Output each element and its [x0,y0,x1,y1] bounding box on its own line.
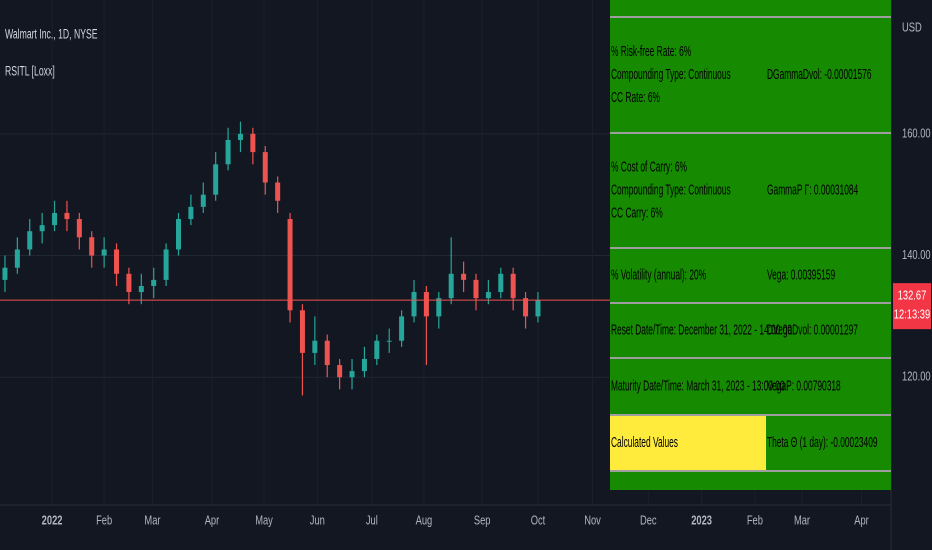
candle-body [163,249,169,280]
price-label-box [893,283,931,330]
x-tick-label: Sep [474,514,491,528]
candle-body [2,267,8,280]
symbol: Walmart Inc., 1D, NYSE [5,27,98,43]
table-cell: Maturity Date/Time: March 31, 2023 - 13:… [611,377,785,394]
x-tick-label: Aug [416,514,433,528]
candle-body [101,249,107,256]
candle-body [448,273,454,299]
candle-body [213,164,219,195]
candle-body [39,225,45,232]
candle-body [89,237,95,256]
x-tick-label: Jun [310,514,325,528]
table-cell: GammaP Γ: 0.00031084 [767,181,858,198]
candle-body [374,340,380,359]
table-cell: CC Rate: 6% [611,88,660,105]
table-cell: % Risk-free Rate: 6% [611,42,691,59]
x-tick-label: 2023 [691,514,712,528]
y-tick-label: 120.00 [902,370,931,384]
candle-body [52,212,58,226]
candle-body [76,219,82,238]
candle-body [411,292,417,317]
y-tick-label: 140.00 [902,249,931,263]
candle-body [436,298,442,317]
x-tick-label: 2022 [42,514,63,528]
table-cell: Theta Θ (1 day): -0.00023409 [767,433,878,450]
candle-body [386,340,392,342]
x-tick-label: Mar [144,514,160,528]
candle-body [275,182,281,201]
candle-body [299,310,305,353]
table-cell: DGammaDvol: -0.00001576 [767,65,872,82]
candle-body [423,292,429,317]
candle-body [535,300,541,317]
table-cell: Compounding Type: Continuous [611,181,731,198]
x-tick-label: Apr [205,514,220,528]
y-unit: USD [902,21,922,35]
x-tick-label: Oct [531,514,546,528]
indicator: RSITL [Loxx] [5,64,55,80]
y-tick-label: 160.00 [902,127,931,141]
candle-body [523,298,529,317]
candle-body [138,285,144,293]
candle-body [349,371,355,378]
table-cell: DVegaDvol: 0.00001297 [767,321,858,338]
candle-body [485,292,491,299]
candle-body [324,340,330,366]
candle-body [312,340,318,353]
candle-body [473,279,479,299]
table-cell: CC Carry: 6% [611,204,663,221]
candle-body [64,212,70,220]
table-cell: % Cost of Carry: 6% [611,158,687,175]
candle-body [175,219,181,250]
table-cell: Reset Date/Time: December 31, 2022 - 14:… [611,321,792,338]
candle-body [188,206,194,220]
candle-body [27,231,33,250]
candle-body [461,273,467,280]
table [610,0,891,490]
table-cell: Vega: 0.00395159 [767,266,835,283]
candle-body [337,365,343,378]
table-cell: VegaP: 0.00790318 [767,377,841,394]
candle-body [262,152,268,183]
x-tick-label: Apr [854,514,869,528]
countdown: 12:13:39 [894,308,930,322]
candle-body [237,133,243,140]
table-cell-highlight [610,416,766,470]
candle-body [250,133,256,153]
candle-body [498,273,504,293]
x-tick-label: Feb [96,514,112,528]
candle-body [399,316,405,341]
candle-body [200,194,206,207]
table-cell: % Volatility (annual): 20% [611,266,706,283]
candle-body [151,279,157,286]
x-tick-label: Jul [366,514,378,528]
x-tick-label: Dec [640,514,657,528]
table-cell: Compounding Type: Continuous [611,65,731,82]
candle-body [114,249,120,274]
candle-body [14,249,20,268]
x-tick-label: Mar [794,514,810,528]
price-label: 132.67 [898,289,927,303]
candle-body [510,273,516,299]
x-tick-label: Feb [747,514,763,528]
candle-body [287,219,293,311]
table-cell: Calculated Values [611,433,678,450]
candle-body [225,139,231,165]
x-tick-label: Nov [584,514,601,528]
candle-body [361,358,367,372]
x-tick-label: May [255,514,273,528]
candle-body [126,273,132,293]
